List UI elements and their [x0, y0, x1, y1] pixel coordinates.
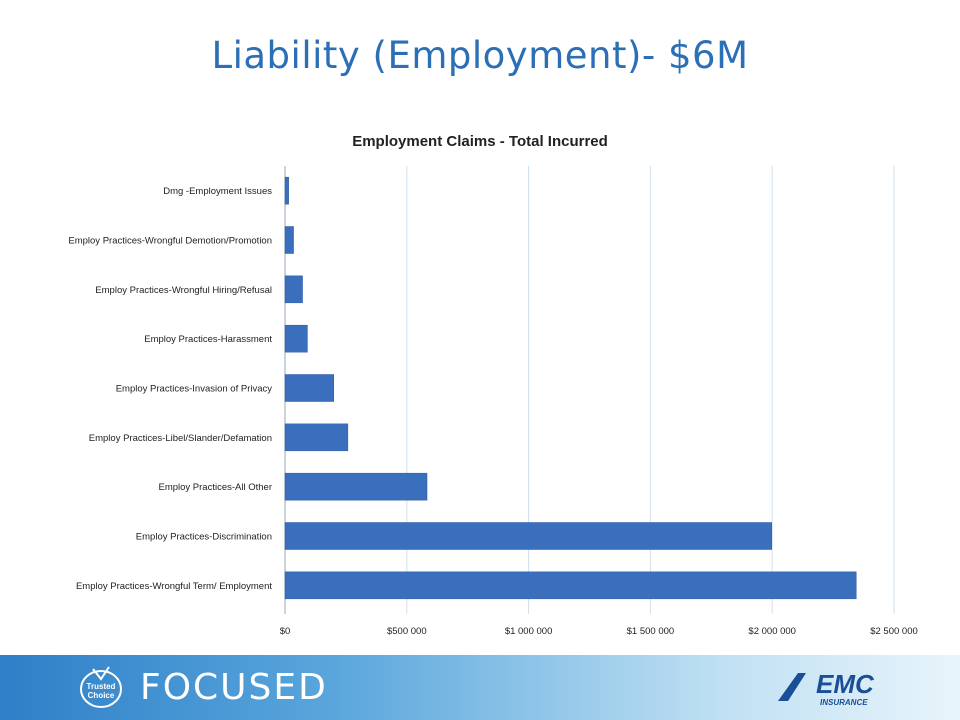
- svg-text:EMC: EMC: [816, 669, 875, 699]
- category-label: Employ Practices-Harassment: [144, 334, 272, 345]
- x-tick-label: $2 500 000: [870, 626, 918, 637]
- bars: [284, 176, 857, 600]
- bar: [284, 522, 772, 550]
- category-label: Employ Practices-Invasion of Privacy: [116, 384, 273, 395]
- bar: [284, 472, 428, 501]
- category-label: Employ Practices-Wrongful Hiring/Refusal: [95, 285, 272, 296]
- emc-insurance-logo: EMC INSURANCE: [778, 669, 875, 707]
- slide-title: Liability (Employment)- $6M: [211, 34, 749, 77]
- category-label: Dmg -Employment Issues: [163, 186, 272, 197]
- x-tick-labels: $0 $500 000 $1 000 000 $1 500 000 $2 000 000…: [280, 626, 918, 637]
- category-label: Employ Practices-Discrimination: [136, 532, 272, 543]
- category-label: Employ Practices-Libel/Slander/Defamatio…: [89, 433, 272, 444]
- chart-title: Employment Claims - Total Incurred: [352, 133, 608, 150]
- bar: [284, 324, 308, 353]
- bar: [284, 176, 289, 205]
- category-labels: Dmg -Employment Issues Employ Practices-W…: [68, 186, 272, 592]
- category-label: Employ Practices-Wrongful Demotion/Promo…: [68, 236, 272, 247]
- x-tick-label: $500 000: [387, 626, 427, 637]
- svg-text:Choice: Choice: [88, 691, 115, 700]
- bar: [284, 275, 303, 304]
- footer-focused-text: FOCUSED: [140, 667, 328, 708]
- svg-text:INSURANCE: INSURANCE: [820, 698, 868, 707]
- x-tick-label: $1 000 000: [505, 626, 553, 637]
- bar: [284, 423, 349, 452]
- bar-chart: Employment Claims - Total Incurred Dmg -…: [68, 133, 918, 637]
- category-label: Employ Practices-Wrongful Term/ Employme…: [76, 581, 272, 592]
- x-tick-label: $1 500 000: [627, 626, 675, 637]
- bar: [284, 571, 857, 600]
- footer-banner: Trusted Choice FOCUSED EMC INSURANCE: [0, 655, 960, 720]
- svg-text:Trusted: Trusted: [87, 682, 116, 691]
- trusted-choice-logo: Trusted Choice: [80, 666, 122, 708]
- category-label: Employ Practices-All Other: [158, 482, 272, 493]
- x-tick-label: $0: [280, 626, 291, 637]
- bar: [284, 374, 334, 402]
- x-tick-label: $2 000 000: [748, 626, 796, 637]
- bar: [284, 226, 294, 254]
